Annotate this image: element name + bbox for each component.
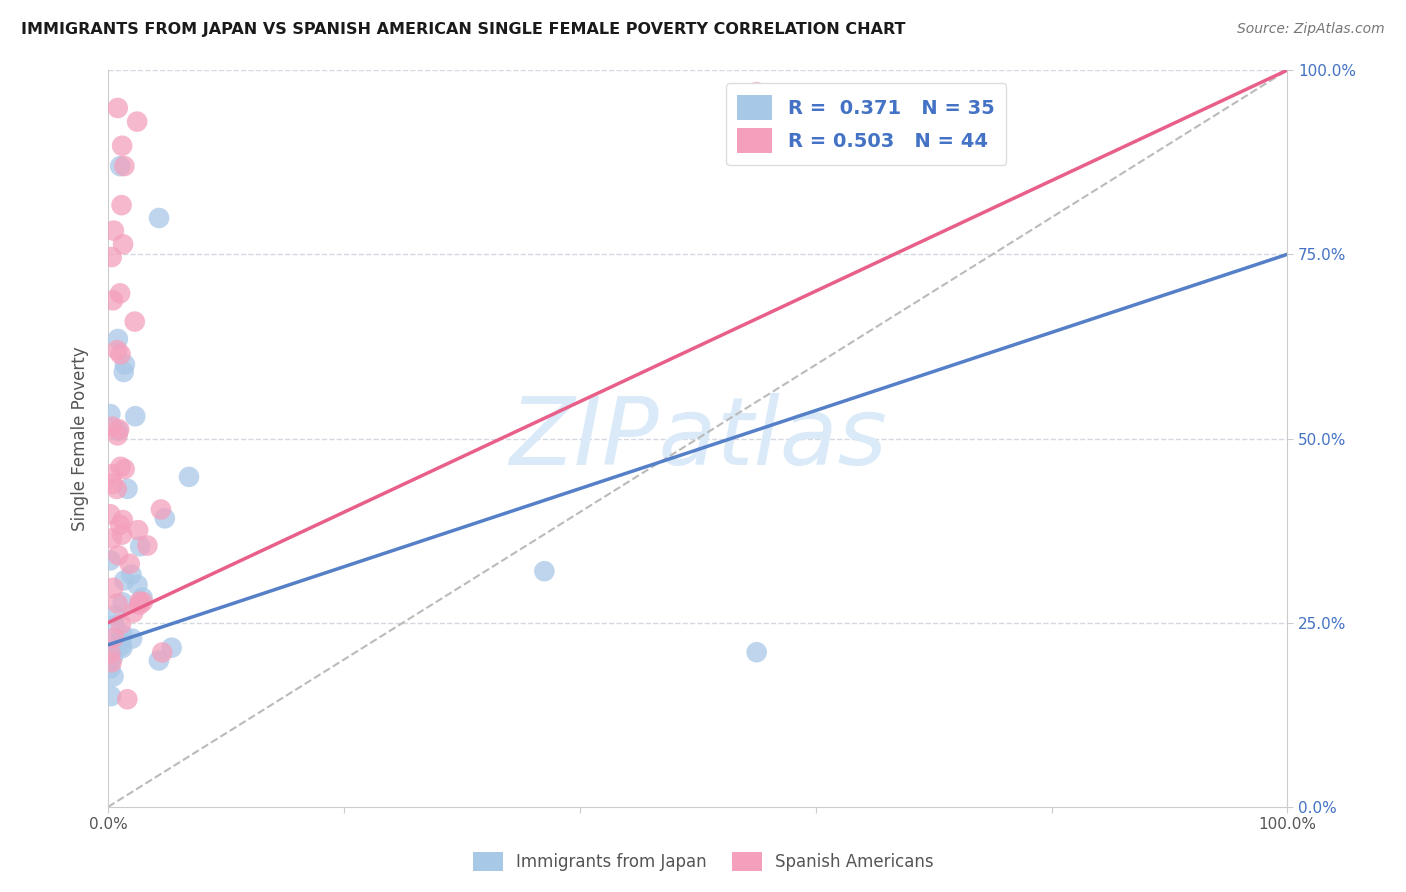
Point <box>533 564 555 578</box>
Point <box>117 692 139 706</box>
Point <box>745 85 768 99</box>
Y-axis label: Single Female Poverty: Single Female Poverty <box>72 346 89 531</box>
Point <box>150 645 173 659</box>
Point <box>124 409 146 424</box>
Point <box>114 462 136 476</box>
Point <box>745 645 768 659</box>
Point <box>110 632 132 647</box>
Point <box>100 250 122 264</box>
Point <box>111 138 134 153</box>
Point <box>127 578 149 592</box>
Point <box>110 617 132 632</box>
Point <box>101 649 124 664</box>
Point <box>100 689 122 703</box>
Point <box>101 638 124 652</box>
Point <box>107 101 129 115</box>
Point <box>177 470 200 484</box>
Point <box>111 513 134 527</box>
Point <box>107 428 129 442</box>
Text: ZIPatlas: ZIPatlas <box>509 393 887 484</box>
Point <box>160 640 183 655</box>
Point <box>111 628 134 642</box>
Point <box>110 159 132 173</box>
Point <box>124 315 146 329</box>
Point <box>101 477 124 491</box>
Point <box>112 159 135 173</box>
Point <box>153 511 176 525</box>
Point <box>118 557 141 571</box>
Point <box>103 669 125 683</box>
Point <box>98 661 121 675</box>
Point <box>110 639 132 653</box>
Point <box>105 482 128 496</box>
Point <box>108 422 131 436</box>
Point <box>111 527 134 541</box>
Point <box>108 517 131 532</box>
Point <box>100 656 122 670</box>
Point <box>101 581 124 595</box>
Text: IMMIGRANTS FROM JAPAN VS SPANISH AMERICAN SINGLE FEMALE POVERTY CORRELATION CHAR: IMMIGRANTS FROM JAPAN VS SPANISH AMERICA… <box>21 22 905 37</box>
Point <box>127 523 149 537</box>
Legend: Immigrants from Japan, Spanish Americans: Immigrants from Japan, Spanish Americans <box>464 843 942 880</box>
Point <box>128 598 150 612</box>
Point <box>121 632 143 646</box>
Point <box>131 591 153 605</box>
Point <box>101 532 124 546</box>
Point <box>101 467 124 481</box>
Point <box>111 641 134 656</box>
Point <box>98 407 121 421</box>
Point <box>112 237 135 252</box>
Point <box>148 653 170 667</box>
Point <box>110 459 132 474</box>
Point <box>101 293 124 308</box>
Point <box>101 419 124 434</box>
Legend: R =  0.371   N = 35, R = 0.503   N = 44: R = 0.371 N = 35, R = 0.503 N = 44 <box>725 84 1007 164</box>
Point <box>122 606 145 620</box>
Point <box>112 365 135 379</box>
Point <box>112 574 135 588</box>
Point <box>107 424 129 438</box>
Point <box>98 650 121 665</box>
Point <box>98 647 121 661</box>
Point <box>108 286 131 301</box>
Point <box>110 198 132 212</box>
Point <box>121 567 143 582</box>
Point <box>128 594 150 608</box>
Point <box>107 332 129 346</box>
Point <box>98 553 121 567</box>
Point <box>107 548 129 562</box>
Point <box>104 608 127 623</box>
Point <box>129 539 152 553</box>
Point <box>105 596 128 610</box>
Point <box>148 211 170 225</box>
Point <box>136 539 159 553</box>
Point <box>117 482 139 496</box>
Point <box>103 631 125 645</box>
Point <box>104 618 127 632</box>
Point <box>127 114 149 128</box>
Point <box>114 358 136 372</box>
Point <box>111 595 134 609</box>
Point <box>105 343 128 358</box>
Point <box>110 347 132 361</box>
Point <box>103 224 125 238</box>
Point <box>132 595 155 609</box>
Point <box>149 502 172 516</box>
Point <box>98 508 121 522</box>
Text: Source: ZipAtlas.com: Source: ZipAtlas.com <box>1237 22 1385 37</box>
